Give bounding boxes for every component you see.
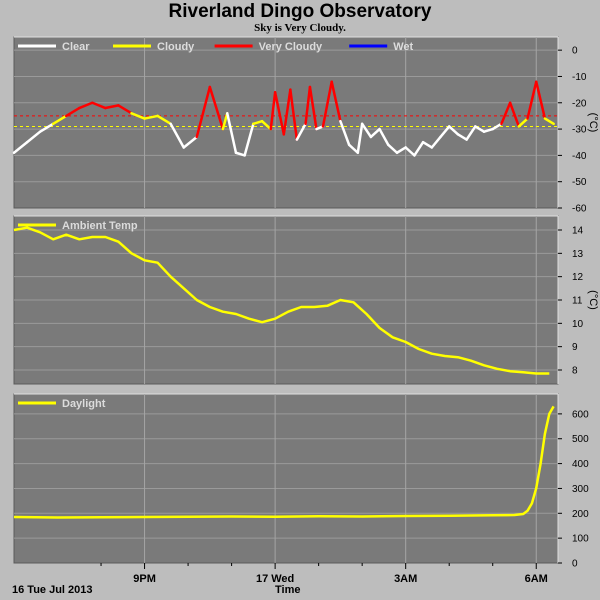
data-segment <box>25 130 42 144</box>
data-segment <box>195 85 212 139</box>
data-segment <box>208 85 225 131</box>
y-tick-label: -10 <box>572 72 587 83</box>
series-line-ambient-temp <box>13 226 550 375</box>
data-segment <box>117 104 133 115</box>
x-tick-label: 17 Wed <box>256 573 294 585</box>
data-segment <box>169 122 185 149</box>
sky-status: Sky is Very Cloudy. <box>254 22 346 34</box>
data-segment <box>387 143 399 155</box>
data-segment <box>304 85 312 126</box>
data-segment <box>430 135 442 149</box>
y-tick-label: -50 <box>572 177 587 188</box>
legend-label: Ambient Temp <box>62 220 138 232</box>
data-segment <box>534 80 547 120</box>
data-segment <box>273 90 286 136</box>
data-segment <box>156 114 172 126</box>
y-tick-label: -30 <box>572 125 587 136</box>
data-segment <box>243 122 255 157</box>
data-segment <box>91 101 107 110</box>
legend-label: Cloudy <box>157 41 195 53</box>
data-segment <box>543 117 555 126</box>
data-segment <box>234 151 246 157</box>
y-tick-label: 0 <box>572 46 578 57</box>
data-segment <box>64 106 81 118</box>
data-segment <box>360 122 373 139</box>
data-segment <box>51 114 68 126</box>
data-segment <box>404 146 416 157</box>
data-segment <box>500 101 512 126</box>
data-segment <box>78 101 94 110</box>
data-segment <box>330 80 342 123</box>
x-tick-label: 9PM <box>133 573 156 585</box>
data-segment <box>474 125 486 133</box>
data-segment <box>465 125 477 141</box>
y-axis-label: (°C) <box>587 113 599 133</box>
data-segment <box>321 80 333 128</box>
data-segment <box>143 114 159 120</box>
data-segment <box>413 140 425 157</box>
legend-label: Clear <box>62 41 90 53</box>
y-tick-label: -60 <box>572 204 587 215</box>
data-segment <box>269 90 277 131</box>
series-line-daylight <box>13 405 555 519</box>
data-segment <box>104 104 120 110</box>
date-label: 16 Tue Jul 2013 <box>12 584 93 596</box>
data-segment <box>260 119 273 131</box>
y-tick-label: 12 <box>572 272 584 283</box>
y-tick-label: -40 <box>572 151 587 162</box>
data-segment <box>356 122 364 155</box>
data-segment <box>289 88 299 141</box>
data-segment <box>456 133 468 141</box>
data-segment <box>508 101 521 128</box>
data-segment <box>38 122 55 133</box>
data-segment <box>308 85 318 131</box>
y-tick-label: 300 <box>572 484 589 495</box>
data-segment <box>421 140 434 149</box>
data-segment <box>517 117 529 128</box>
x-tick-label: 3AM <box>394 573 417 585</box>
y-tick-label: 600 <box>572 409 589 420</box>
y-tick-label: 400 <box>572 459 589 470</box>
data-segment <box>339 119 351 147</box>
y-tick-label: 10 <box>572 319 584 330</box>
data-segment <box>369 127 381 139</box>
y-tick-label: -20 <box>572 98 587 109</box>
data-segment <box>439 125 451 139</box>
y-axis-label: (°C) <box>587 290 599 310</box>
data-segment <box>282 88 292 136</box>
legend-label: Daylight <box>62 398 106 410</box>
x-tick-label: 6AM <box>525 573 548 585</box>
data-segment <box>395 146 407 155</box>
y-tick-label: 200 <box>572 509 589 520</box>
data-segment <box>252 119 264 126</box>
legend-label: Very Cloudy <box>259 41 323 53</box>
data-segment <box>12 140 29 155</box>
x-axis-label: Time <box>275 584 301 596</box>
data-segment <box>182 135 199 149</box>
page-title: Riverland Dingo Observatory <box>168 1 432 22</box>
data-segment <box>526 80 538 120</box>
data-segment <box>130 112 146 120</box>
data-segment <box>347 143 360 155</box>
y-tick-label: 8 <box>572 366 578 377</box>
y-tick-label: 500 <box>572 434 589 445</box>
y-tick-label: 100 <box>572 534 589 545</box>
data-segment <box>225 112 238 155</box>
data-segment <box>378 127 390 147</box>
data-segment <box>221 112 229 131</box>
data-segment <box>295 122 307 141</box>
data-segment <box>447 125 460 136</box>
y-tick-label: 14 <box>572 226 584 237</box>
legend-label: Wet <box>393 41 413 53</box>
data-segment <box>482 127 494 133</box>
y-tick-label: 11 <box>572 296 583 307</box>
data-segment <box>491 122 503 131</box>
y-tick-label: 9 <box>572 342 578 353</box>
y-tick-label: 13 <box>572 249 584 260</box>
y-tick-label: 0 <box>572 559 578 570</box>
